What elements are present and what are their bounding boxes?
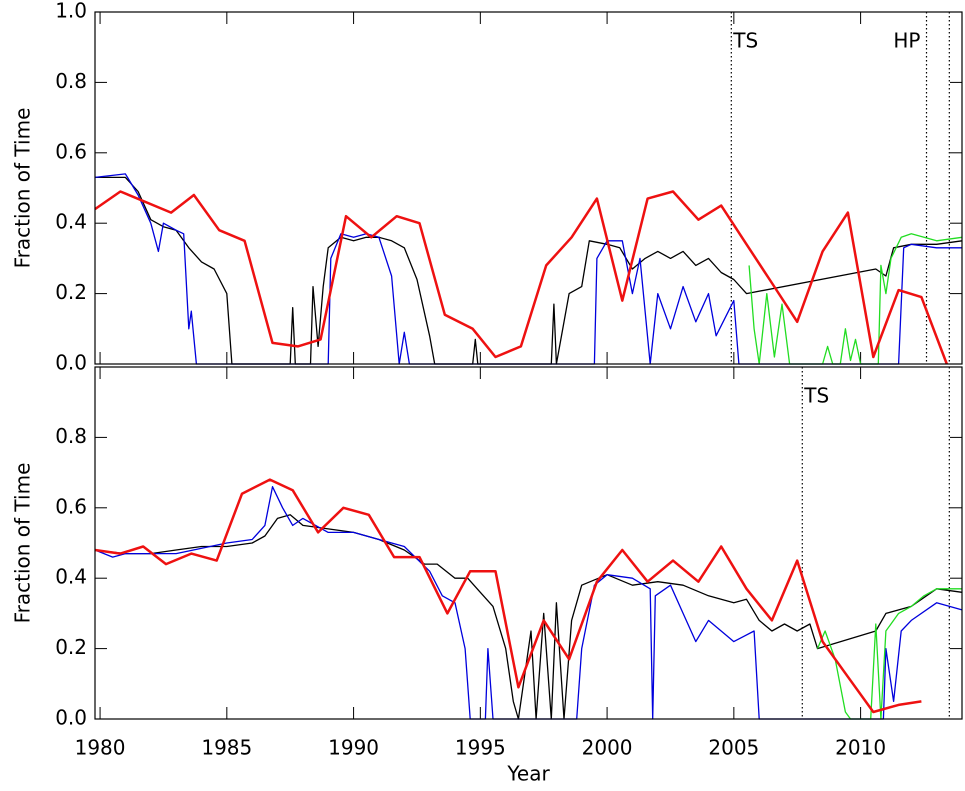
reference-label: TS bbox=[732, 29, 758, 53]
plot-frame bbox=[94, 366, 963, 720]
series-line bbox=[94, 514, 963, 720]
x-axis-label: Year bbox=[506, 762, 550, 786]
y-tick-label: 0.0 bbox=[55, 351, 87, 375]
x-tick-label: 2000 bbox=[582, 736, 633, 760]
y-tick-label: 0.8 bbox=[55, 69, 87, 93]
y-axis-label: Fraction of Time bbox=[11, 463, 35, 624]
series-line bbox=[94, 173, 962, 365]
plot-frame bbox=[94, 11, 963, 365]
x-tick-label: 1995 bbox=[455, 736, 506, 760]
y-tick-label: 0.8 bbox=[55, 424, 87, 448]
y-tick-label: 0.4 bbox=[55, 210, 87, 234]
series-line bbox=[95, 176, 963, 365]
y-axis-label: Fraction of Time bbox=[11, 108, 35, 269]
series-line bbox=[816, 588, 962, 720]
x-tick-label: 1990 bbox=[328, 736, 379, 760]
y-tick-label: 1.0 bbox=[55, 0, 87, 23]
y-tick-label: 0.6 bbox=[55, 494, 87, 518]
reference-label: HP bbox=[893, 29, 920, 53]
y-tick-label: 0.0 bbox=[55, 706, 87, 730]
y-tick-label: 0.2 bbox=[55, 635, 87, 659]
y-tick-label: 0.4 bbox=[55, 565, 87, 589]
reference-label: TS bbox=[803, 384, 829, 408]
x-tick-label: 2005 bbox=[708, 736, 759, 760]
y-tick-label: 0.6 bbox=[55, 139, 87, 163]
series-line bbox=[748, 233, 963, 365]
series-line bbox=[94, 190, 948, 365]
y-tick-label: 0.2 bbox=[55, 280, 87, 304]
x-tick-label: 1980 bbox=[75, 736, 126, 760]
x-tick-label: 2010 bbox=[835, 736, 886, 760]
x-tick-label: 1985 bbox=[201, 736, 252, 760]
series-line bbox=[94, 478, 922, 714]
series-line bbox=[94, 486, 963, 720]
